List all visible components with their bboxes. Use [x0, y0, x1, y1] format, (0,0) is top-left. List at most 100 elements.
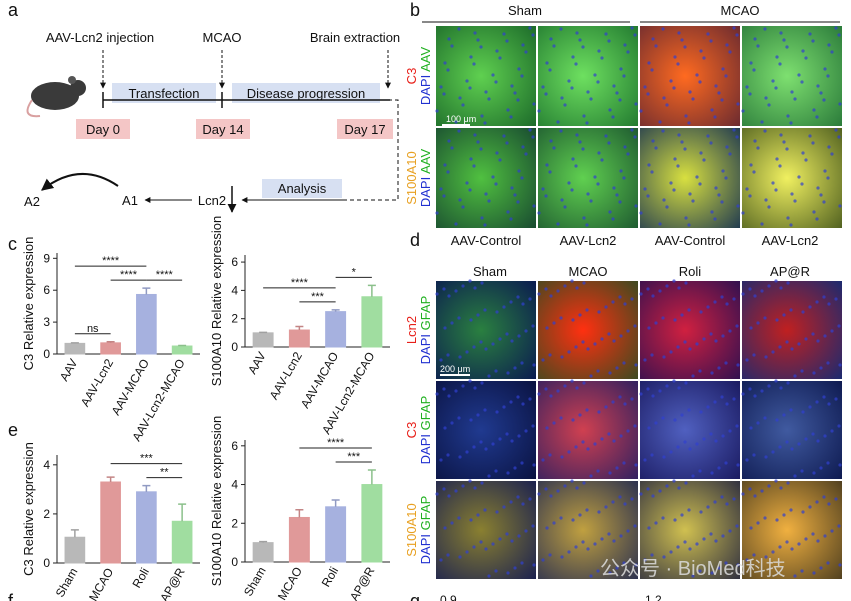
- nucleus: [541, 187, 545, 191]
- nucleus: [717, 566, 721, 570]
- nucleus: [589, 374, 593, 378]
- nucleus: [593, 73, 597, 77]
- mouse-icon: [26, 99, 41, 118]
- nucleus: [735, 33, 739, 37]
- bar: [288, 329, 310, 348]
- row-label: DAPI AAV: [418, 47, 433, 106]
- flow-label: A1: [122, 193, 138, 208]
- x-tick-label: Roli: [319, 565, 341, 590]
- nucleus: [623, 145, 627, 149]
- nucleus: [687, 508, 691, 512]
- nucleus: [593, 342, 597, 346]
- nucleus: [643, 458, 647, 462]
- nucleus: [837, 135, 841, 139]
- nucleus: [544, 92, 548, 96]
- nucleus: [528, 297, 532, 301]
- nucleus: [702, 537, 706, 541]
- nucleus: [582, 481, 586, 485]
- row-label: DAPI GFAP: [418, 496, 433, 565]
- nucleus: [684, 281, 688, 285]
- nucleus: [838, 102, 842, 106]
- nucleus: [520, 74, 524, 78]
- nucleus: [756, 421, 760, 425]
- nucleus: [505, 39, 509, 43]
- nucleus: [717, 193, 721, 197]
- nucleus: [516, 295, 520, 299]
- nucleus: [797, 342, 801, 346]
- nucleus: [823, 334, 827, 338]
- nucleus: [586, 547, 590, 551]
- nucleus: [559, 316, 563, 320]
- nucleus: [480, 381, 484, 385]
- nucleus: [827, 502, 831, 506]
- nucleus: [801, 410, 805, 414]
- nucleus: [604, 134, 608, 138]
- nucleus: [717, 466, 721, 470]
- nucleus: [457, 416, 461, 420]
- nucleus: [611, 500, 615, 504]
- nucleus: [720, 200, 724, 204]
- nucleus: [736, 102, 740, 106]
- nucleus: [586, 447, 590, 451]
- nucleus: [570, 379, 574, 383]
- nucleus: [760, 389, 764, 393]
- nucleus: [589, 474, 593, 478]
- nucleus: [749, 163, 753, 167]
- nucleus: [639, 211, 643, 215]
- nucleus: [782, 313, 786, 317]
- nucleus: [552, 44, 556, 48]
- nucleus: [532, 563, 536, 567]
- nucleus: [785, 147, 789, 151]
- nucleus: [771, 79, 775, 83]
- nucleus: [521, 302, 525, 306]
- micrograph: [436, 128, 536, 228]
- nucleus: [510, 186, 514, 190]
- nucleus: [589, 97, 593, 101]
- nucleus: [571, 418, 575, 422]
- nucleus: [760, 289, 764, 293]
- nucleus: [709, 532, 713, 536]
- row-label: DAPI: [418, 75, 433, 105]
- nucleus: [658, 222, 662, 226]
- nucleus: [815, 500, 819, 504]
- nucleus: [567, 350, 571, 354]
- nucleus: [556, 120, 560, 124]
- nucleus: [684, 216, 688, 220]
- nucleus: [688, 347, 692, 351]
- column-label: MCAO: [569, 264, 608, 279]
- arrow: [41, 173, 119, 191]
- nucleus: [677, 486, 681, 490]
- nucleus: [811, 141, 815, 145]
- nucleus: [741, 211, 745, 215]
- nucleus: [607, 332, 611, 336]
- nucleus: [623, 502, 627, 506]
- significance-label: *: [352, 266, 357, 278]
- nucleus: [532, 204, 536, 208]
- panel-label: g: [410, 591, 420, 601]
- nucleus: [548, 453, 552, 457]
- day-label: Day 0: [86, 122, 120, 137]
- nucleus: [513, 366, 517, 370]
- nucleus: [760, 489, 764, 493]
- nucleus: [593, 175, 597, 179]
- nucleus: [775, 418, 779, 422]
- nucleus: [710, 571, 714, 575]
- nucleus: [837, 524, 841, 528]
- nucleus: [612, 84, 616, 88]
- nucleus: [753, 294, 757, 298]
- nucleus: [457, 316, 461, 320]
- nucleus: [552, 421, 556, 425]
- nucleus: [458, 355, 462, 359]
- nucleus: [439, 85, 443, 89]
- nucleus: [763, 516, 767, 520]
- significance-label: ****: [120, 269, 138, 281]
- nucleus: [626, 429, 630, 433]
- nucleus: [622, 176, 626, 180]
- nucleus: [717, 366, 721, 370]
- nucleus: [548, 68, 552, 72]
- nucleus: [724, 361, 728, 365]
- row-label: AAV: [418, 47, 433, 72]
- nucleus: [618, 295, 622, 299]
- nucleus: [782, 38, 786, 42]
- nucleus: [516, 98, 520, 102]
